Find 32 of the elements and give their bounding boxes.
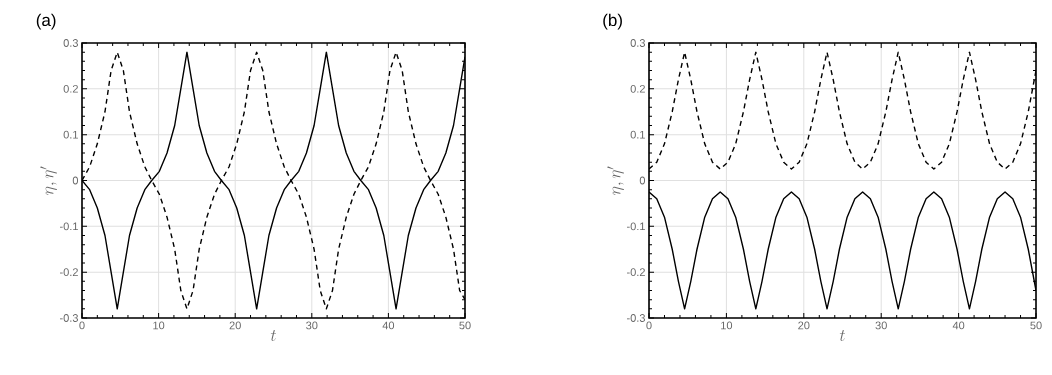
y-tick-label: 0 <box>72 176 79 185</box>
y-tick-label: -0.2 <box>60 268 78 277</box>
chart-title: (a) <box>36 13 56 30</box>
y-tick-label: 0.3 <box>630 39 645 47</box>
x-tick-label: 30 <box>306 321 318 330</box>
y-axis-title: $\eta, \eta'$ <box>40 166 57 195</box>
y-tick-label: -0.2 <box>627 268 645 277</box>
x-tick-label: 50 <box>1030 321 1042 330</box>
y-tick-label: 0.2 <box>63 84 78 93</box>
x-tick-label: 30 <box>875 321 887 330</box>
y-tick-label: 0.3 <box>63 39 78 47</box>
y-tick-label: -0.3 <box>60 314 78 322</box>
y-tick-label: 0 <box>639 176 646 185</box>
y-tick-label: 0.1 <box>630 130 645 139</box>
y-tick-label: -0.1 <box>60 222 78 231</box>
x-tick-label: 10 <box>721 321 733 330</box>
y-tick-label: -0.1 <box>627 222 645 231</box>
x-tick-label: 0 <box>646 321 652 330</box>
x-tick-label: 20 <box>229 321 241 330</box>
x-axis-title: $t$ <box>270 330 277 341</box>
y-tick-label: 0.1 <box>63 130 78 139</box>
x-tick-label: 40 <box>382 321 395 330</box>
y-tick-label: 0.2 <box>630 84 645 93</box>
x-tick-label: 20 <box>798 321 810 330</box>
x-tick-label: 0 <box>79 321 85 330</box>
x-tick-label: 40 <box>952 321 965 330</box>
x-tick-label: 50 <box>459 321 471 330</box>
x-axis-title: $t$ <box>839 330 846 341</box>
y-axis-title: $\eta, \eta'$ <box>607 166 625 195</box>
chart-title: (b) <box>603 13 622 30</box>
y-tick-label: -0.3 <box>627 314 645 322</box>
x-tick-label: 10 <box>153 321 165 330</box>
